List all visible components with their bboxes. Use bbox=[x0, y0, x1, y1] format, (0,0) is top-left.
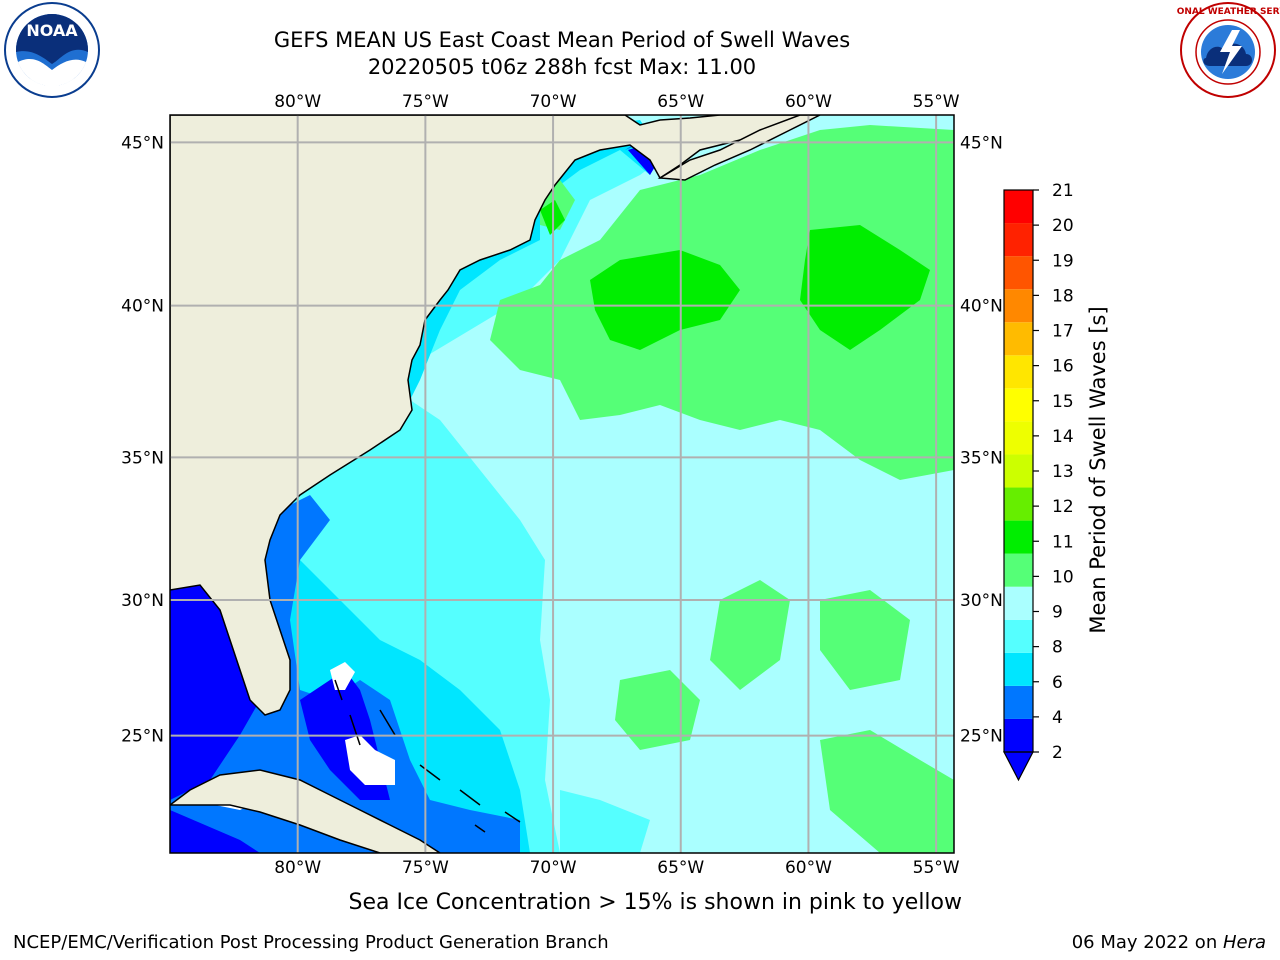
colorbar-tick-label: 10 bbox=[1052, 567, 1074, 587]
lat-label-left: 30°N bbox=[121, 591, 164, 611]
colorbar-bin bbox=[1004, 355, 1033, 389]
colorbar-tick-label: 11 bbox=[1052, 532, 1074, 552]
swell-zone-11-12 bbox=[540, 200, 930, 350]
colorbar-tick-label: 15 bbox=[1052, 392, 1074, 412]
colorbar-tick-label: 21 bbox=[1052, 181, 1074, 201]
colorbar-bin bbox=[1004, 553, 1033, 587]
colorbar-bin bbox=[1004, 685, 1033, 719]
colorbar-tick-label: 17 bbox=[1052, 322, 1074, 342]
chart-title: GEFS MEAN US East Coast Mean Period of S… bbox=[273, 28, 851, 52]
colorbar-under-triangle bbox=[1003, 751, 1034, 782]
swell-zone-2-4 bbox=[170, 585, 390, 853]
lon-label-bottom: 65°W bbox=[657, 858, 704, 878]
colorbar-label: Mean Period of Swell Waves [s] bbox=[1086, 306, 1110, 634]
colorbar-tick-label: 8 bbox=[1052, 638, 1063, 658]
colorbar-bin bbox=[1004, 289, 1033, 323]
colorbar: 2 4 6 8 9 10 11 12 13 14 15 16 17 18 19 20 21 bbox=[1003, 181, 1074, 782]
lon-label-bottom: 80°W bbox=[274, 858, 321, 878]
lon-label-bottom: 75°W bbox=[402, 858, 449, 878]
footer-credit: NCEP/EMC/Verification Post Processing Pr… bbox=[13, 932, 609, 953]
lon-label-top: 55°W bbox=[913, 92, 960, 112]
colorbar-bin bbox=[1004, 190, 1033, 224]
colorbar-tick-label: 16 bbox=[1052, 357, 1074, 377]
lon-label-top: 75°W bbox=[402, 92, 449, 112]
colorbar-tick-label: 20 bbox=[1052, 216, 1074, 236]
colorbar-bin bbox=[1004, 454, 1033, 488]
colorbar-tick-label: 19 bbox=[1052, 251, 1074, 271]
colorbar-bin bbox=[1004, 718, 1033, 752]
lat-label-right: 25°N bbox=[960, 727, 1003, 747]
colorbar-tick-label: 12 bbox=[1052, 497, 1074, 517]
lat-label-left: 40°N bbox=[121, 297, 164, 317]
colorbar-tick-label: 14 bbox=[1052, 427, 1074, 447]
lon-label-bottom: 70°W bbox=[530, 858, 577, 878]
colorbar-tick-label: 18 bbox=[1052, 286, 1074, 306]
lon-label-top: 65°W bbox=[657, 92, 704, 112]
colorbar-bin bbox=[1004, 322, 1033, 356]
colorbar-bin bbox=[1004, 388, 1033, 422]
noaa-logo: NOAA bbox=[4, 2, 100, 98]
sea-ice-caption: Sea Ice Concentration > 15% is shown in … bbox=[348, 890, 962, 915]
lon-label-bottom: 55°W bbox=[913, 858, 960, 878]
colorbar-bin bbox=[1004, 256, 1033, 290]
colorbar-bin bbox=[1004, 487, 1033, 521]
lat-label-left: 35°N bbox=[121, 448, 164, 468]
footer-date: 06 May 2022 on Hera bbox=[1072, 932, 1266, 953]
nws-logo-text: NATIONAL WEATHER SERVICE bbox=[1176, 7, 1280, 17]
colorbar-tick-label: 6 bbox=[1052, 673, 1063, 693]
noaa-logo-text: NOAA bbox=[26, 21, 78, 40]
colorbar-bin bbox=[1004, 586, 1033, 620]
colorbar-tick-label: 9 bbox=[1052, 603, 1063, 623]
lat-label-right: 35°N bbox=[960, 448, 1003, 468]
colorbar-bin bbox=[1004, 421, 1033, 455]
lon-label-top: 70°W bbox=[530, 92, 577, 112]
lat-label-right: 45°N bbox=[960, 133, 1003, 153]
swell-zone-8-9b bbox=[560, 790, 650, 853]
colorbar-bin bbox=[1004, 520, 1033, 554]
map-plot-area bbox=[170, 115, 954, 853]
land-maritimes bbox=[657, 115, 821, 181]
islands-bahamas bbox=[334, 679, 521, 833]
lat-label-left: 45°N bbox=[121, 133, 164, 153]
lon-label-bottom: 60°W bbox=[785, 858, 832, 878]
colorbar-tick-label: 4 bbox=[1052, 708, 1063, 728]
colorbar-tick-label: 2 bbox=[1052, 743, 1063, 763]
map-gridlines bbox=[170, 115, 954, 853]
lon-label-top: 60°W bbox=[785, 92, 832, 112]
land-cuba bbox=[170, 769, 442, 853]
map-frame bbox=[169, 114, 955, 854]
lon-label-top: 80°W bbox=[274, 92, 321, 112]
colorbar-tick-label: 13 bbox=[1052, 462, 1074, 482]
map-tick-labels: 80°W 80°W 75°W 75°W 70°W 70°W 65°W 65°W 60°W 60°W… bbox=[121, 92, 1003, 878]
lat-label-left: 25°N bbox=[121, 727, 164, 747]
footer-date-text: 06 May 2022 on bbox=[1071, 932, 1223, 953]
chart-subtitle: 20220505 t06z 288h fcst Max: 11.00 bbox=[367, 55, 757, 79]
footer-machine: Hera bbox=[1222, 932, 1266, 953]
colorbar-bin bbox=[1004, 223, 1033, 257]
lat-label-right: 30°N bbox=[960, 591, 1003, 611]
nws-logo: NATIONAL WEATHER SERVICE bbox=[1176, 2, 1280, 98]
colorbar-bin bbox=[1004, 619, 1033, 653]
lat-label-right: 40°N bbox=[960, 297, 1003, 317]
colorbar-bin bbox=[1004, 652, 1033, 686]
